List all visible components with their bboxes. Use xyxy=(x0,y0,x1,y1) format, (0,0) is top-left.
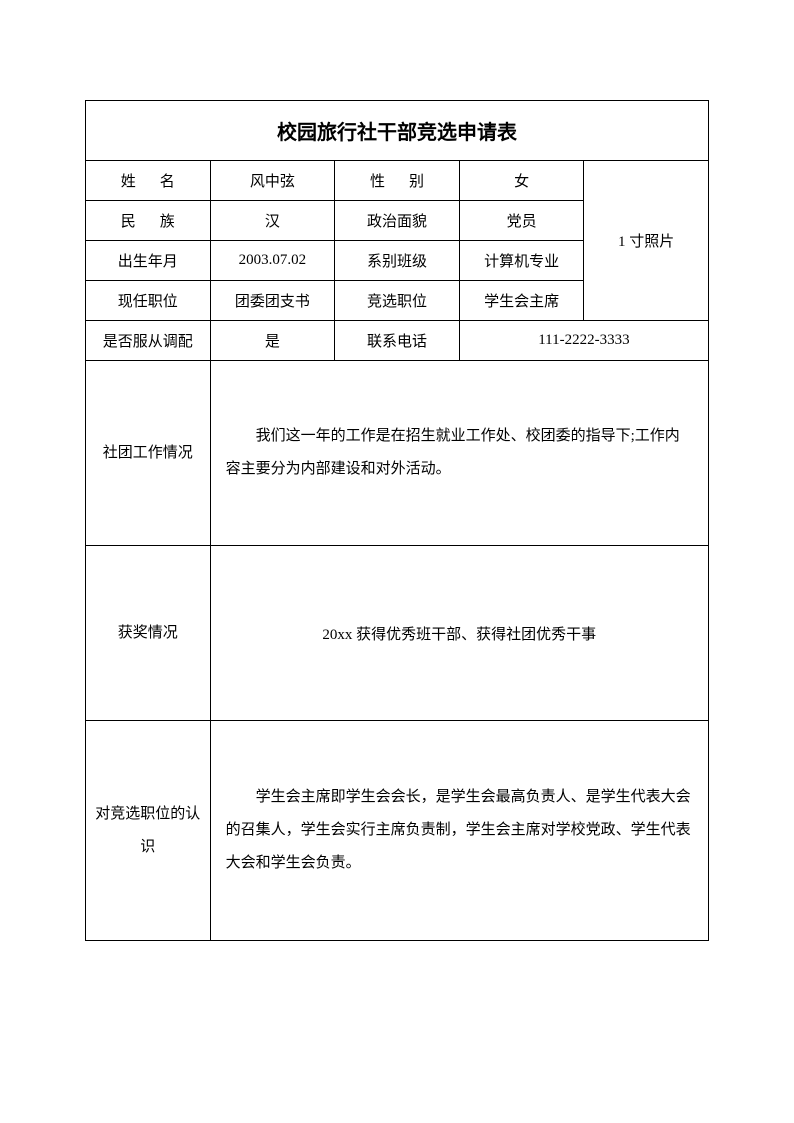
value-birth: 2003.07.02 xyxy=(210,241,335,281)
value-gender: 女 xyxy=(459,161,584,201)
table-row: 对竞选职位的认识 学生会主席即学生会会长，是学生会最高负责人、是学生代表大会的召… xyxy=(86,721,709,941)
value-work-situation: 我们这一年的工作是在招生就业工作处、校团委的指导下;工作内容主要分为内部建设和对… xyxy=(210,361,708,546)
value-target-position: 学生会主席 xyxy=(459,281,584,321)
label-class: 系别班级 xyxy=(335,241,460,281)
application-form-table: 校园旅行社干部竞选申请表 姓名 风中弦 性别 女 1 寸照片 民族 汉 政治面貌… xyxy=(85,100,709,941)
label-transfer: 是否服从调配 xyxy=(86,321,211,361)
label-awards: 获奖情况 xyxy=(86,546,211,721)
title-row: 校园旅行社干部竞选申请表 xyxy=(86,101,709,161)
value-transfer: 是 xyxy=(210,321,335,361)
table-row: 获奖情况 20xx 获得优秀班干部、获得社团优秀干事 xyxy=(86,546,709,721)
label-phone: 联系电话 xyxy=(335,321,460,361)
label-birth: 出生年月 xyxy=(86,241,211,281)
label-name: 姓名 xyxy=(86,161,211,201)
value-current-position: 团委团支书 xyxy=(210,281,335,321)
value-ethnicity: 汉 xyxy=(210,201,335,241)
label-ethnicity: 民族 xyxy=(86,201,211,241)
label-gender: 性别 xyxy=(335,161,460,201)
form-title: 校园旅行社干部竞选申请表 xyxy=(86,101,709,161)
table-row: 姓名 风中弦 性别 女 1 寸照片 xyxy=(86,161,709,201)
label-political: 政治面貌 xyxy=(335,201,460,241)
value-awards: 20xx 获得优秀班干部、获得社团优秀干事 xyxy=(210,546,708,721)
label-understanding: 对竞选职位的认识 xyxy=(86,721,211,941)
value-political: 党员 xyxy=(459,201,584,241)
table-row: 是否服从调配 是 联系电话 111-2222-3333 xyxy=(86,321,709,361)
value-understanding: 学生会主席即学生会会长，是学生会最高负责人、是学生代表大会的召集人，学生会实行主… xyxy=(210,721,708,941)
label-work-situation: 社团工作情况 xyxy=(86,361,211,546)
table-row: 社团工作情况 我们这一年的工作是在招生就业工作处、校团委的指导下;工作内容主要分… xyxy=(86,361,709,546)
value-phone: 111-2222-3333 xyxy=(459,321,708,361)
label-current-position: 现任职位 xyxy=(86,281,211,321)
value-name: 风中弦 xyxy=(210,161,335,201)
photo-placeholder: 1 寸照片 xyxy=(584,161,709,321)
value-class: 计算机专业 xyxy=(459,241,584,281)
label-target-position: 竞选职位 xyxy=(335,281,460,321)
